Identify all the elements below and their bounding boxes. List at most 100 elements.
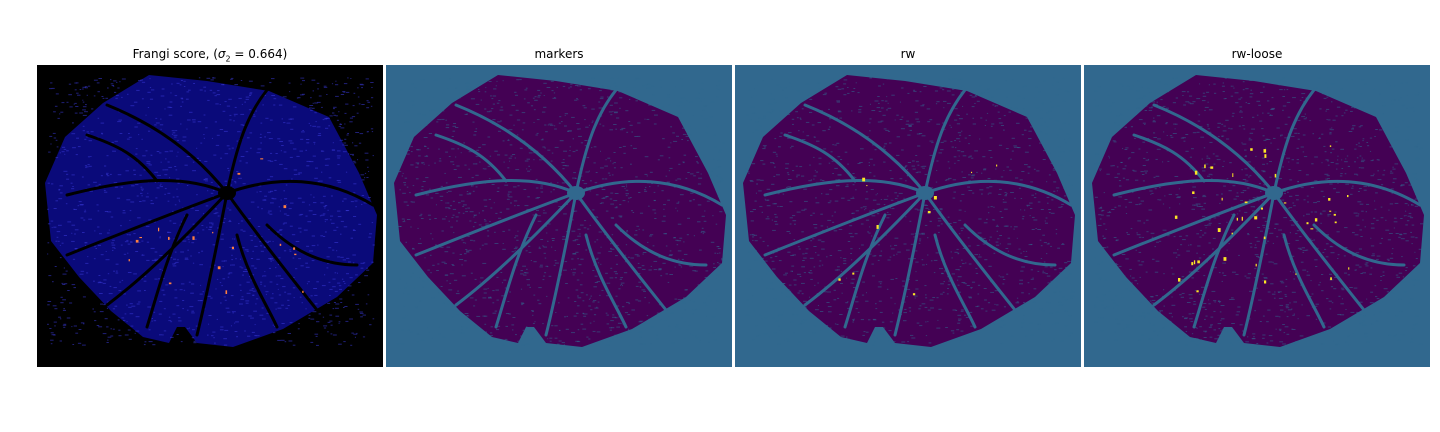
texture-speckle [146,115,147,116]
texture-speckle [404,122,406,123]
texture-speckle [447,203,449,204]
texture-speckle [450,161,454,162]
texture-speckle [335,81,336,82]
texture-speckle [606,159,607,160]
texture-speckle [1110,165,1112,166]
texture-speckle [164,174,167,175]
texture-speckle [600,88,603,89]
texture-speckle [752,113,754,114]
texture-speckle [62,299,66,300]
texture-speckle [146,260,149,261]
texture-speckle [1051,163,1055,164]
texture-speckle [887,78,888,79]
texture-speckle [986,187,989,188]
texture-speckle [959,118,963,119]
texture-speckle [194,341,196,342]
texture-speckle [820,214,823,215]
texture-speckle [678,299,682,300]
texture-speckle [325,128,328,129]
texture-speckle [445,275,448,276]
texture-speckle [1106,174,1109,175]
texture-speckle [301,131,305,132]
texture-speckle [1395,163,1399,164]
texture-speckle [801,321,802,322]
texture-speckle [1043,150,1045,151]
texture-speckle [800,118,802,119]
texture-speckle [1417,177,1420,178]
texture-speckle [449,156,451,157]
texture-speckle [836,185,840,186]
texture-speckle [1409,213,1412,214]
texture-speckle [712,180,716,181]
texture-speckle [344,145,348,146]
texture-speckle [438,333,441,334]
texture-speckle [654,218,656,219]
texture-speckle [755,130,758,131]
texture-speckle [430,272,432,273]
texture-speckle [590,225,591,226]
texture-speckle [815,170,816,171]
texture-speckle [1146,231,1148,232]
texture-speckle [370,82,373,83]
texture-speckle [754,310,756,311]
texture-speckle [530,169,531,170]
texture-speckle [1100,145,1103,146]
texture-speckle [671,333,674,334]
texture-speckle [1050,267,1053,268]
texture-speckle [128,272,132,273]
texture-speckle [160,124,163,125]
texture-speckle [1356,215,1359,216]
texture-speckle [1030,208,1032,209]
texture-speckle [310,319,314,320]
texture-speckle [637,256,640,257]
texture-speckle [302,130,304,131]
texture-speckle [118,330,120,331]
texture-speckle [964,315,966,316]
texture-speckle [1038,329,1041,330]
texture-speckle [1362,220,1363,221]
texture-speckle [500,212,502,213]
texture-speckle [288,333,291,334]
texture-speckle [562,342,565,343]
texture-speckle [1395,131,1398,132]
texture-speckle [807,95,808,96]
texture-speckle [945,86,948,87]
texture-speckle [925,225,927,226]
texture-speckle [929,342,932,343]
texture-speckle [999,189,1002,190]
texture-speckle [580,225,584,226]
texture-speckle [806,122,809,123]
texture-speckle [539,266,543,267]
texture-speckle [1404,215,1405,216]
texture-speckle [718,196,722,197]
texture-speckle [584,183,587,184]
texture-speckle [305,263,308,264]
texture-speckle [622,186,625,187]
texture-speckle [612,339,613,340]
texture-speckle [1243,179,1246,180]
texture-speckle [814,285,815,286]
texture-speckle [348,262,351,263]
texture-speckle [460,254,462,255]
texture-speckle [984,259,987,260]
texture-speckle [775,224,778,225]
texture-speckle [94,230,95,231]
texture-speckle [72,147,76,148]
texture-speckle [588,306,591,307]
texture-speckle [178,183,180,184]
texture-speckle [1005,194,1007,195]
texture-speckle [1113,165,1115,166]
texture-speckle [265,291,268,292]
texture-speckle [610,160,611,161]
texture-speckle [1370,302,1374,303]
texture-speckle [832,161,834,162]
texture-speckle [1303,151,1304,152]
texture-speckle [580,259,583,260]
texture-speckle [1198,121,1201,122]
texture-speckle [1354,107,1356,108]
texture-speckle [63,324,66,325]
texture-speckle [1223,275,1226,276]
texture-speckle [830,255,832,256]
texture-speckle [1337,231,1340,232]
texture-speckle [235,182,237,183]
